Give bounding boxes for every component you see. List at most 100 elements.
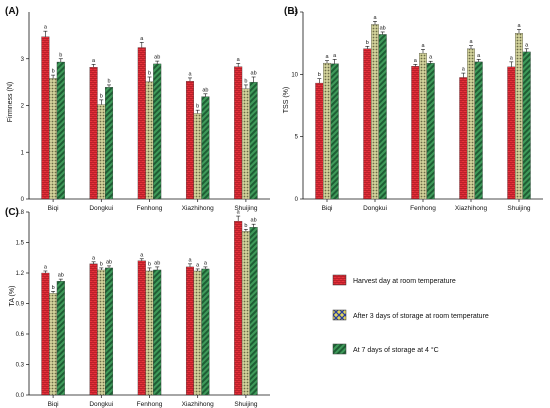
bar-harvest [89,263,98,396]
significance-letter: ab [251,218,257,224]
bar-7days-4c [153,63,162,200]
bar-3days [97,104,106,200]
bar-harvest [185,266,194,396]
legend-swatch-3days [332,309,347,321]
y-tick-label: 15 [291,10,298,16]
x-tick-label: Shuijing [234,401,258,408]
significance-letter: a [525,42,529,48]
panel-c: (C) TA (%) 0.00.30.60.91.21.51.8Biqiabab… [5,207,270,408]
bar-3days [467,48,475,200]
significance-letter: b [148,70,151,76]
panel-a-ylabel: Firmness (N) [7,82,14,122]
bar-7days-4c [474,61,483,200]
bar-3days [371,24,379,200]
x-tick-label: Shuijing [234,205,258,212]
x-tick-label: Dongkui [89,401,113,408]
panel-b-label: (B) [284,6,298,17]
legend-label-7days-4c: At 7 days of storage at 4 °C [353,346,439,354]
bar-harvest [363,48,372,200]
bar-harvest [137,47,146,200]
legend-swatch-7days-4c [332,343,347,355]
x-tick-label: Fenhong [137,205,163,212]
bar-7days-4c [105,267,114,396]
bar-3days [241,88,250,200]
x-tick-label: Biqi [48,205,59,212]
y-tick-label: 0 [21,197,25,203]
y-tick-label: 3 [21,57,25,63]
bar-harvest [41,36,50,200]
significance-letter: b [244,223,247,229]
legend: Harvest day at room temperature After 3 … [332,274,489,355]
significance-letter: a [325,54,329,60]
bar-3days [419,52,427,200]
x-tick-label: Dongkui [89,205,113,212]
bar-7days-4c [249,81,258,200]
significance-letter: ab [380,25,386,31]
significance-letter: ab [58,273,64,279]
significance-letter: b [100,261,103,267]
significance-letter: ab [154,55,160,61]
panel-c-ylabel: TA (%) [9,286,16,307]
bar-harvest [507,66,516,200]
significance-letter: b [366,40,369,46]
significance-letter: a [140,36,144,42]
significance-letter: a [204,260,208,266]
bar-7days-4c [201,268,210,396]
bar-3days [323,62,331,200]
significance-letter: a [188,257,192,263]
bar-harvest [137,260,146,396]
y-tick-label: 5 [295,135,299,141]
significance-letter: a [414,58,418,64]
significance-letter: a [92,58,96,64]
y-tick-label: 0.3 [16,363,25,369]
significance-letter: b [107,78,110,84]
legend-label-harvest: Harvest day at room temperature [353,278,456,285]
significance-letter: a [237,210,241,216]
bar-3days [193,113,202,200]
significance-letter: b [100,93,103,99]
significance-letter: a [333,53,337,59]
bar-harvest [411,66,420,200]
significance-letter: b [52,69,55,75]
bar-3days [49,293,58,396]
bar-3days [515,33,523,200]
significance-letter: a [421,43,425,49]
y-tick-label: 0.9 [16,302,25,308]
bar-3days [193,270,202,396]
significance-letter: a [140,252,144,258]
significance-letter: ab [154,260,160,266]
significance-letter: a [517,23,521,29]
bar-7days-4c [330,63,339,200]
bar-harvest [41,272,50,396]
bar-3days [241,231,250,396]
significance-letter: a [469,39,473,45]
legend-swatch-harvest [332,274,347,286]
panel-b-ylabel: TSS (%) [283,87,290,113]
significance-letter: b [196,104,199,110]
bar-7days-4c [426,62,435,200]
bar-harvest [315,82,324,200]
panel-a: (A) Firmness (N) 0123BiqiabbDongkuiabbFe… [5,6,270,212]
x-tick-label: Fenhong [410,205,436,212]
significance-letter: a [429,55,433,61]
significance-letter: b [244,78,247,84]
significance-letter: a [188,71,192,77]
significance-letter: b [59,52,62,58]
bar-3days [49,78,58,200]
significance-letter: a [44,25,48,31]
bar-harvest [234,220,243,396]
legend-label-3days: After 3 days of storage at room temperat… [353,313,489,320]
bar-harvest [459,77,468,200]
y-tick-label: 1 [21,150,25,156]
significance-letter: a [462,67,466,73]
bar-7days-4c [56,280,65,396]
bar-7days-4c [522,51,531,200]
significance-letter: ab [251,70,257,76]
y-tick-label: 0.0 [16,393,25,399]
y-tick-label: 1.8 [16,210,25,216]
y-tick-label: 2 [21,104,25,110]
x-tick-label: Biqi [322,205,333,212]
